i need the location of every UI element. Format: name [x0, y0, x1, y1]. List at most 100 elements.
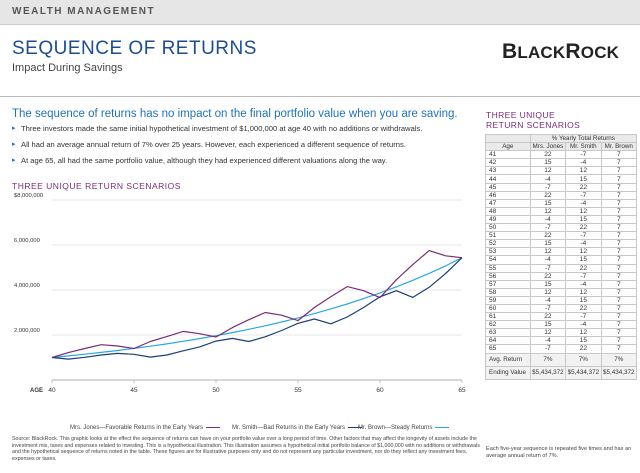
table-cell: 65 — [485, 344, 531, 354]
section-label: WEALTH MANAGEMENT — [12, 6, 156, 17]
table-cell: 55 — [485, 263, 531, 273]
table-row: 45 -7 22 7 — [485, 182, 638, 192]
table-cell: 7 — [600, 263, 638, 273]
triangle-right-icon: ▸ — [12, 125, 16, 132]
table-row: 54 -4 15 7 — [485, 255, 638, 265]
x-tick-label: 55 — [294, 387, 302, 394]
table-cell: 7 — [600, 231, 638, 241]
legend-item-smith: Mr. Smith—Bad Returns in the Early Years — [232, 425, 365, 431]
table-cell: -7 — [565, 150, 602, 160]
table-cell: 15 — [529, 158, 567, 168]
table-row: 64 -4 15 7 — [485, 336, 638, 346]
table-row: 61 22 -7 7 — [485, 312, 638, 322]
table-cell: 7 — [600, 239, 638, 249]
table-cell: 12 — [565, 287, 602, 297]
table-cell: 7 — [600, 247, 638, 257]
header-divider — [0, 96, 640, 97]
table-cell: -4 — [529, 295, 567, 305]
table-cell: 7 — [600, 255, 638, 265]
table-cell: 49 — [485, 214, 531, 225]
table-cell: -4 — [529, 336, 567, 346]
table-cell: 7 — [600, 344, 638, 354]
table-note: Each five-year sequence is repeated five… — [486, 446, 632, 459]
legend-swatch — [206, 426, 221, 428]
table-cell: 7 — [600, 174, 638, 184]
blackrock-logo: BLACKROCK — [502, 40, 620, 63]
row-label: Ending Value — [485, 365, 531, 380]
table-cell: 15 — [565, 255, 602, 265]
table-cell: 58 — [485, 287, 531, 297]
table-cell: 15 — [565, 174, 602, 184]
table-cell: 22 — [565, 303, 602, 314]
column-header: Age — [485, 142, 531, 152]
triangle-right-icon: ▸ — [12, 157, 16, 164]
table-cell: 57 — [485, 279, 531, 289]
table-cell: 15 — [529, 198, 567, 208]
table-cell: 7 — [600, 312, 638, 322]
table-cell: 42 — [485, 158, 531, 168]
table-row: 58 12 12 7 — [485, 287, 638, 297]
table-cell: 22 — [529, 231, 567, 241]
table-row: 62 15 -4 7 — [485, 320, 638, 330]
y-tick-label: 6,000,000 — [14, 238, 40, 244]
table-cell: 7 — [600, 150, 638, 160]
table-cell: 46 — [485, 190, 531, 200]
x-tick-label: 40 — [48, 387, 56, 394]
series-line-1 — [51, 257, 463, 360]
table-cell: -4 — [529, 214, 567, 225]
table-cell: 7% — [600, 352, 638, 367]
table-row: 55 -7 22 7 — [485, 263, 638, 273]
table-cell: -7 — [529, 223, 567, 233]
table-cell: 12 — [565, 166, 602, 176]
table-cell: 15 — [565, 336, 602, 346]
table-cell: -7 — [565, 190, 602, 200]
table-cell: 12 — [529, 166, 567, 176]
table-cell: 15 — [529, 320, 567, 330]
table-row: 65 -7 22 7 — [485, 344, 638, 354]
legend-swatch — [435, 426, 450, 428]
table-cell: 7 — [600, 295, 638, 305]
table-cell: 12 — [529, 247, 567, 257]
series-line-0 — [51, 249, 463, 359]
legend-item-jones: Mrs. Jones—Favorable Returns in the Earl… — [70, 425, 223, 431]
table-cell: $5,434,372 — [529, 365, 567, 380]
table-cell: 22 — [565, 182, 602, 192]
table-row: 56 22 -7 7 — [485, 271, 638, 281]
table-row: 57 15 -4 7 — [485, 279, 638, 289]
table-cell: -7 — [529, 182, 567, 192]
x-tick-label: 45 — [130, 387, 138, 394]
table-cell: 7 — [600, 190, 638, 200]
table-cell: 64 — [485, 336, 531, 346]
y-tick-label: $8,000,000 — [14, 193, 43, 199]
table-cell: 22 — [529, 150, 567, 160]
table-cell: 7 — [600, 271, 638, 281]
table-cell: 47 — [485, 198, 531, 208]
avg-return-row: Avg. Return 7% 7% 7% — [485, 352, 638, 367]
legend-item-brown: Mr. Brown—Steady Returns — [358, 425, 452, 431]
group-header: % Yearly Total Returns — [529, 133, 638, 144]
table-cell: 22 — [565, 344, 602, 354]
table-cell: 44 — [485, 174, 531, 184]
table-cell: -4 — [565, 239, 602, 249]
table-cell: 7 — [600, 182, 638, 192]
table-row: 52 15 -4 7 — [485, 239, 638, 249]
table-cell: 7% — [529, 352, 567, 367]
table-cell: -7 — [565, 231, 602, 241]
x-tick-label: 65 — [458, 387, 466, 394]
table-cell: 7% — [565, 352, 602, 367]
top-bar: WEALTH MANAGEMENT — [0, 0, 640, 25]
table-row: 48 12 12 7 — [485, 206, 638, 216]
legend-swatch — [348, 426, 363, 428]
table-cell: -4 — [565, 198, 602, 208]
table-cell: -7 — [529, 303, 567, 314]
table-cell: 62 — [485, 320, 531, 330]
x-axis-label: AGE — [30, 388, 43, 394]
table-cell: -4 — [565, 320, 602, 330]
ending-value-row: Ending Value $5,434,372 $5,434,372 $5,434,3… — [485, 365, 638, 380]
table-cell: 52 — [485, 239, 531, 249]
row-label: Avg. Return — [485, 352, 531, 367]
table-cell: 12 — [565, 247, 602, 257]
table-row: 53 12 12 7 — [485, 247, 638, 257]
table-cell: 7 — [600, 328, 638, 338]
table-cell: 7 — [600, 166, 638, 176]
